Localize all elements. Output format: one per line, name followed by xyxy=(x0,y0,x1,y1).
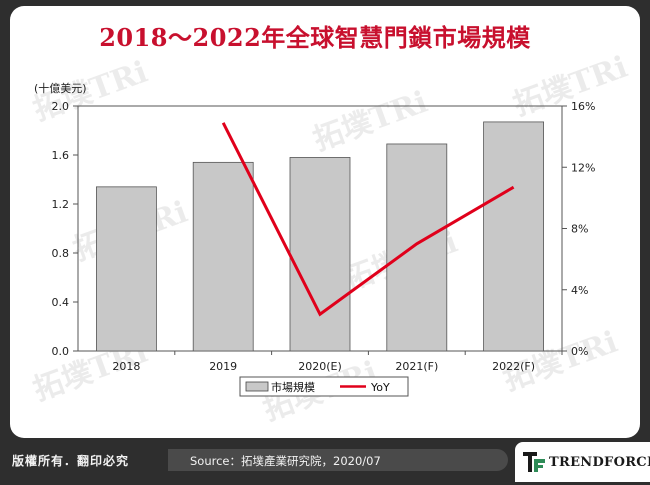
y-right-tick-label: 0% xyxy=(571,345,588,358)
brand-box: TRENDFORCE xyxy=(515,442,650,482)
y-right-tick-label: 16% xyxy=(571,100,595,113)
y-left-tick-label: 0.0 xyxy=(52,345,70,358)
source-banner xyxy=(168,449,508,471)
x-tick-label: 2018 xyxy=(112,360,140,373)
bar xyxy=(289,157,351,352)
bar xyxy=(192,161,254,352)
x-tick-label: 2022(F) xyxy=(492,360,535,373)
y-axis-unit-label: (十億美元) xyxy=(34,82,87,95)
x-tick-label: 2020(E) xyxy=(298,360,342,373)
y-left-tick-label: 0.4 xyxy=(52,296,70,309)
y-right-tick-label: 12% xyxy=(571,161,595,174)
bar xyxy=(483,121,545,352)
legend-line-label: YoY xyxy=(370,381,390,394)
legend-bar-label: 市場規模 xyxy=(271,380,315,394)
y-right-tick-label: 8% xyxy=(571,223,588,236)
copyright-text: 版權所有．翻印必究 xyxy=(12,454,130,468)
chart-svg: 0.0 0.4 0.8 1.2 1.6 2.0 0% 4% 8% 12% 16% 2018 2019 20… xyxy=(52,100,595,397)
footer-bar: 版權所有．翻印必究 Source：拓墣產業研究院，2020/07 TRENDFO… xyxy=(0,438,650,485)
yoy-series-line xyxy=(221,122,515,317)
brand-name: TRENDFORCE xyxy=(549,455,650,470)
y-left-tick-label: 2.0 xyxy=(52,100,70,113)
y-left-tick-label: 1.6 xyxy=(52,149,70,162)
legend: 市場規模 YoY xyxy=(239,376,409,397)
legend-box xyxy=(239,376,409,397)
y-left-tick-label: 1.2 xyxy=(52,198,70,211)
bar xyxy=(96,186,157,352)
x-tick-label: 2019 xyxy=(209,360,237,373)
y-left-tick-label: 0.8 xyxy=(52,247,70,260)
source-text: Source：拓墣產業研究院，2020/07 xyxy=(190,454,381,468)
x-tick-label: 2021(F) xyxy=(395,360,438,373)
legend-bar-swatch xyxy=(245,381,269,392)
bar xyxy=(386,143,448,352)
page-title: 2018～2022年全球智慧門鎖市場規模 xyxy=(99,23,531,52)
y-right-tick-label: 4% xyxy=(571,284,588,297)
trendforce-logo-icon xyxy=(523,452,545,472)
